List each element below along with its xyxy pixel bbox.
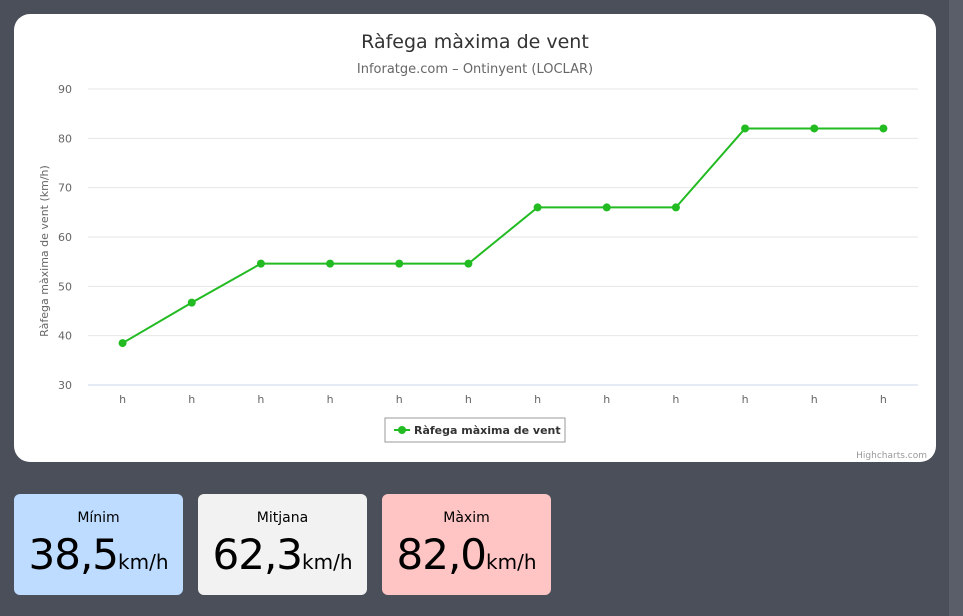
chart-title: Ràfega màxima de vent [361, 31, 589, 53]
chart-card: Ràfega màxima de vent Inforatge.com – On… [14, 14, 936, 462]
data-point[interactable] [326, 259, 335, 268]
x-tick-label: h [119, 393, 126, 406]
legend-marker-symbol [398, 426, 406, 434]
stat-label-maximum: Màxim [443, 510, 490, 526]
stat-card-minimum: Mínim 38,5km/h [14, 494, 183, 595]
y-tick-label: 70 [58, 182, 72, 195]
stat-label-average: Mitjana [256, 510, 309, 526]
y-axis-ticks: 30 40 50 60 70 80 90 [58, 83, 72, 392]
data-point[interactable] [602, 203, 611, 212]
y-tick-label: 30 [58, 379, 72, 392]
stat-unit-average: km/h [302, 550, 353, 574]
y-tick-label: 90 [58, 83, 72, 96]
chart-credits[interactable]: Highcharts.com [856, 451, 927, 461]
data-point[interactable] [741, 124, 750, 133]
x-tick-label: h [811, 393, 818, 406]
x-tick-label: h [742, 393, 749, 406]
data-point[interactable] [671, 203, 680, 212]
data-point[interactable] [810, 124, 819, 133]
y-tick-label: 50 [58, 280, 72, 293]
data-point[interactable] [187, 298, 196, 307]
stat-card-maximum: Màxim 82,0km/h [382, 494, 551, 595]
data-point[interactable] [879, 124, 888, 133]
data-point[interactable] [395, 259, 404, 268]
series-line [121, 127, 885, 345]
y-tick-label: 80 [58, 132, 72, 145]
y-axis-title: Ràfega màxima de vent (km/h) [38, 165, 51, 337]
legend-item-label[interactable]: Ràfega màxima de vent [414, 424, 561, 437]
data-point[interactable] [118, 339, 127, 348]
data-point[interactable] [464, 259, 473, 268]
x-tick-label: h [534, 393, 541, 406]
x-tick-label: h [465, 393, 472, 406]
grid-lines [88, 88, 918, 386]
stat-value-average: 62,3 [212, 530, 304, 579]
stat-value-minimum: 38,5 [28, 530, 120, 579]
x-tick-label: h [672, 393, 679, 406]
series-layer [118, 124, 888, 348]
stat-value-maximum: 82,0 [396, 530, 488, 579]
x-tick-label: h [880, 393, 887, 406]
data-point[interactable] [533, 203, 542, 212]
legend-box [384, 417, 566, 443]
data-point[interactable] [256, 259, 265, 268]
chart-subtitle: Inforatge.com – Ontinyent (LOCLAR) [357, 62, 593, 77]
x-tick-label: h [327, 393, 334, 406]
x-tick-label: h [396, 393, 403, 406]
x-tick-label: h [257, 393, 264, 406]
wind-gust-chart: Ràfega màxima de vent Inforatge.com – On… [38, 31, 927, 461]
x-tick-label: h [603, 393, 610, 406]
window-edge [949, 0, 963, 616]
stat-unit-maximum: km/h [486, 550, 537, 574]
legend[interactable]: Ràfega màxima de vent [384, 417, 566, 443]
y-tick-label: 60 [58, 231, 72, 244]
x-tick-label: h [188, 393, 195, 406]
stat-label-minimum: Mínim [77, 510, 120, 526]
stat-unit-minimum: km/h [118, 550, 169, 574]
y-tick-label: 40 [58, 330, 72, 343]
stat-card-average: Mitjana 62,3km/h [198, 494, 367, 595]
